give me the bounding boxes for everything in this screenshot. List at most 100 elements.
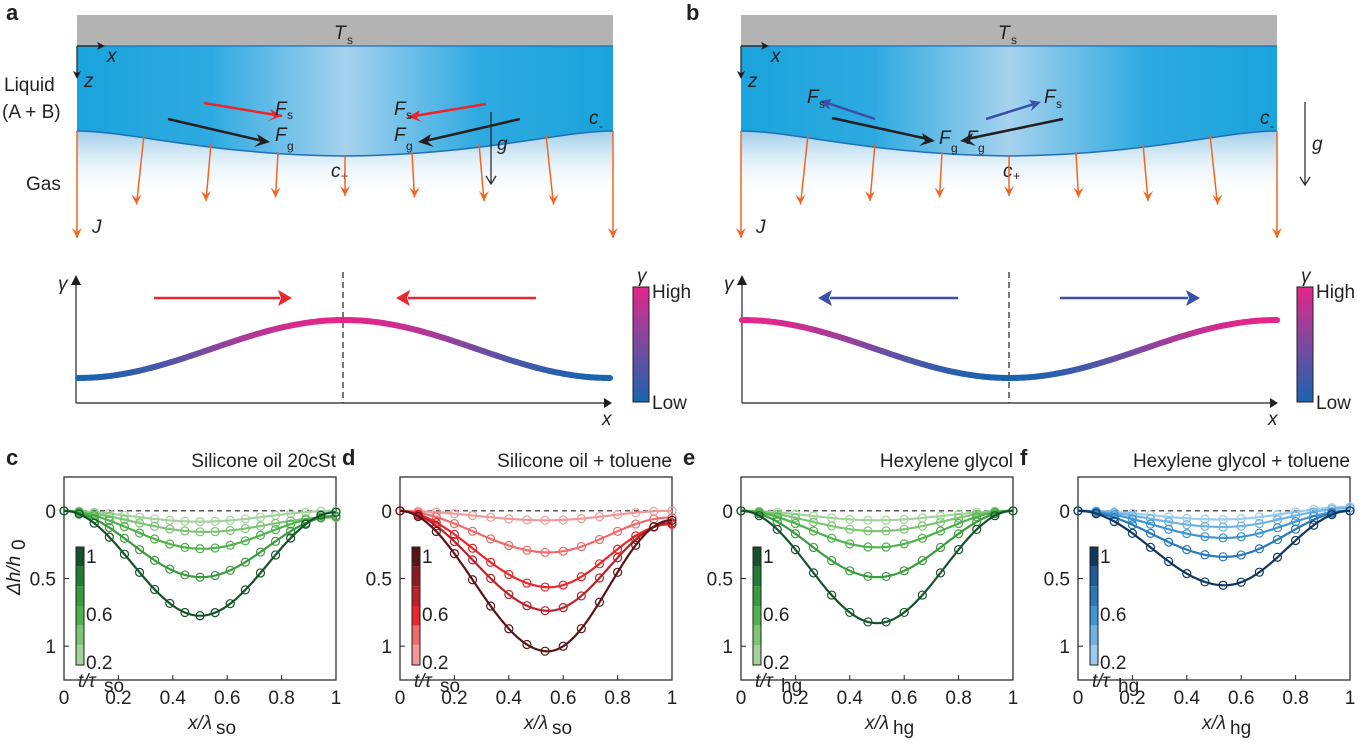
- data-point: [180, 570, 190, 580]
- chart-title: Silicone oil + toluene: [497, 451, 672, 472]
- data-point: [881, 617, 891, 627]
- data-point: [1272, 534, 1283, 545]
- data-point: [1345, 506, 1355, 516]
- colorbar-tick-label: 0.2: [86, 653, 112, 674]
- data-point: [449, 509, 459, 519]
- data-point: [150, 514, 160, 524]
- data-point: [612, 510, 623, 520]
- data-point: [881, 542, 891, 552]
- data-point: [1309, 520, 1319, 530]
- colorbar-tick-label: 0.6: [763, 605, 789, 626]
- data-point: [1164, 524, 1174, 534]
- y-tick-label: 1: [1059, 637, 1070, 658]
- data-point: [1218, 522, 1228, 532]
- data-point: [1200, 577, 1210, 587]
- x-tick-label: 0.8: [604, 688, 630, 709]
- data-point: [486, 573, 496, 584]
- data-point: [1254, 544, 1264, 554]
- data-point: [540, 515, 550, 525]
- data-point: [210, 608, 220, 618]
- x-axis-label: x/λ: [1201, 713, 1226, 734]
- c-minus-label: c: [1260, 108, 1270, 129]
- series-line: [399, 509, 673, 589]
- data-point: [881, 515, 891, 525]
- series-line: [400, 509, 672, 522]
- data-point: [150, 521, 160, 531]
- colorbar-title: γ: [637, 266, 648, 287]
- svg-text:s: s: [406, 108, 412, 122]
- data-point: [195, 517, 205, 527]
- data-point: [899, 539, 909, 549]
- gamma-colorbar: [1296, 286, 1314, 403]
- data-point: [631, 519, 641, 529]
- data-point: [449, 536, 459, 547]
- x-tick-label: 0.6: [891, 688, 917, 709]
- data-point: [431, 526, 441, 537]
- series-line: [1077, 509, 1351, 539]
- series-line: [1077, 509, 1351, 558]
- colorbar-low-label: Low: [1316, 393, 1351, 414]
- data-point: [790, 529, 801, 539]
- svg-text:-: -: [599, 119, 603, 133]
- data-point: [449, 529, 459, 539]
- data-point: [225, 599, 235, 609]
- y-tick-label: 1: [722, 637, 733, 658]
- x-tick-label: 0.4: [160, 688, 187, 709]
- x-tick-label: 0.2: [441, 688, 467, 709]
- data-point: [467, 510, 478, 521]
- data-point: [935, 517, 946, 527]
- fg-arrow-left-icon: [831, 116, 929, 141]
- chart-title: Hexylene glycol + toluene: [1133, 451, 1350, 472]
- data-point: [1182, 568, 1192, 579]
- data-point: [667, 512, 677, 523]
- data-point: [558, 641, 568, 651]
- data-point: [845, 607, 855, 618]
- series-t-1: [736, 506, 1018, 627]
- substrate-temp-label: T: [334, 23, 347, 44]
- data-point: [540, 582, 550, 592]
- svg-text:g: g: [287, 139, 294, 153]
- series-t-0.8: [1073, 506, 1355, 562]
- series-line: [63, 509, 336, 550]
- panel-letter-c: c: [6, 445, 18, 470]
- data-point: [845, 566, 855, 576]
- y-tick-label: 0: [722, 502, 733, 523]
- x-tick-label: 0: [59, 688, 70, 709]
- data-point: [1254, 528, 1264, 538]
- axis-x-label: x: [106, 46, 118, 67]
- data-point: [270, 536, 281, 546]
- data-point: [1218, 533, 1228, 543]
- data-point: [1127, 508, 1138, 518]
- data-point: [594, 512, 605, 522]
- fs-label-left: F: [807, 87, 820, 108]
- gravity-label: g: [1312, 134, 1323, 155]
- data-point: [1145, 542, 1156, 552]
- c-plus-label: c: [331, 161, 341, 182]
- data-point: [486, 512, 496, 522]
- series-line: [63, 509, 337, 579]
- colorbar-label: t/τ: [414, 671, 434, 692]
- data-point: [1236, 521, 1246, 531]
- colorbar-title: γ: [1301, 266, 1312, 287]
- data-point: [1200, 521, 1210, 531]
- data-point: [255, 530, 266, 540]
- colorbar-tick-label: 1: [763, 547, 774, 568]
- gamma-curve: [739, 317, 1280, 381]
- series-line: [740, 509, 1014, 625]
- x-tick-label: 0.2: [782, 688, 808, 709]
- data-point: [119, 521, 130, 532]
- svg-text:+: +: [1013, 169, 1020, 183]
- data-point: [1272, 523, 1283, 533]
- colorbar-tick-label: 0.6: [1100, 605, 1126, 626]
- colorbar-low-label: Low: [652, 393, 687, 414]
- data-point: [467, 526, 478, 536]
- fs-arrow-left-icon: [826, 101, 876, 121]
- data-point: [104, 532, 114, 542]
- data-point: [845, 539, 855, 549]
- x-tick-label: 0.6: [214, 688, 240, 709]
- fs-arrow-right-icon: [407, 102, 487, 119]
- gas-label: Gas: [26, 174, 61, 195]
- colorbar-label: t/τ: [1092, 671, 1112, 692]
- data-point: [935, 542, 946, 553]
